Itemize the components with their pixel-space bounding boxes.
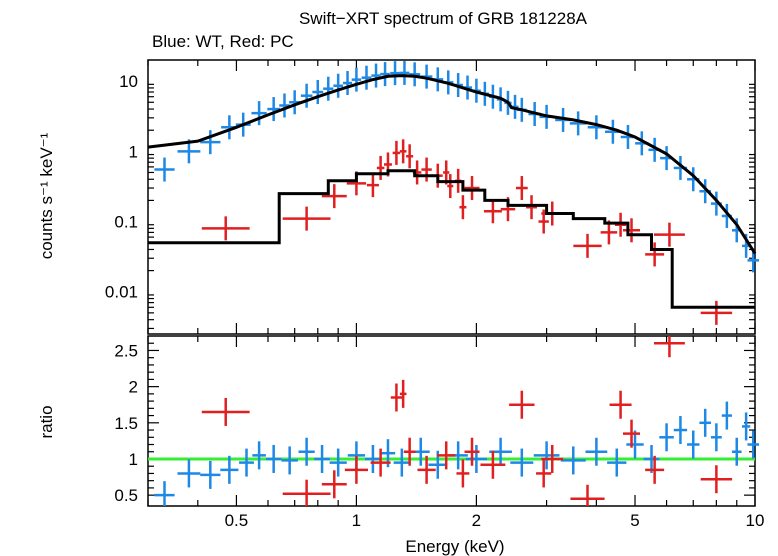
- ratio-y-tick-label: 2.5: [114, 341, 138, 360]
- chart-title: Swift−XRT spectrum of GRB 181228A: [299, 9, 588, 28]
- spectrum-plot-frame: [147, 59, 756, 335]
- spectrum-model-line: [147, 74, 757, 255]
- spectrum-y-tick-label: 10: [119, 72, 138, 91]
- x-tick-label: 2: [472, 511, 481, 530]
- spectrum-y-tick-label: 0.1: [114, 213, 138, 232]
- ratio-y-tick-label: 1.5: [114, 414, 138, 433]
- ratio-y-tick-label: 1: [129, 450, 138, 469]
- x-tick-label: 5: [630, 511, 639, 530]
- ratio-y-axis-label: ratio: [37, 405, 56, 438]
- spectrum-y-tick-label: 1: [129, 142, 138, 161]
- x-tick-label: 1: [352, 511, 361, 530]
- spectrum-model-line: [148, 169, 755, 309]
- ratio-panel: 2.5 2 1.5 1 0.5 0.5 1 2 5 10: [114, 335, 765, 530]
- x-tick-label: 0.5: [225, 511, 249, 530]
- ratio-y-tick-label: 2: [129, 378, 138, 397]
- spectrum-y-axis-label: counts s⁻¹ keV⁻¹: [37, 132, 56, 259]
- ratio-plot-frame: [147, 335, 756, 507]
- spectrum-panel: 10 1 0.1 0.01: [105, 59, 760, 335]
- ratio-y-tick-label: 0.5: [114, 486, 138, 505]
- chart-subtitle: Blue: WT, Red: PC: [152, 32, 294, 51]
- x-tick-label: 10: [746, 511, 765, 530]
- x-axis-label: Energy (keV): [405, 537, 504, 556]
- spectrum-y-tick-label: 0.01: [105, 283, 138, 302]
